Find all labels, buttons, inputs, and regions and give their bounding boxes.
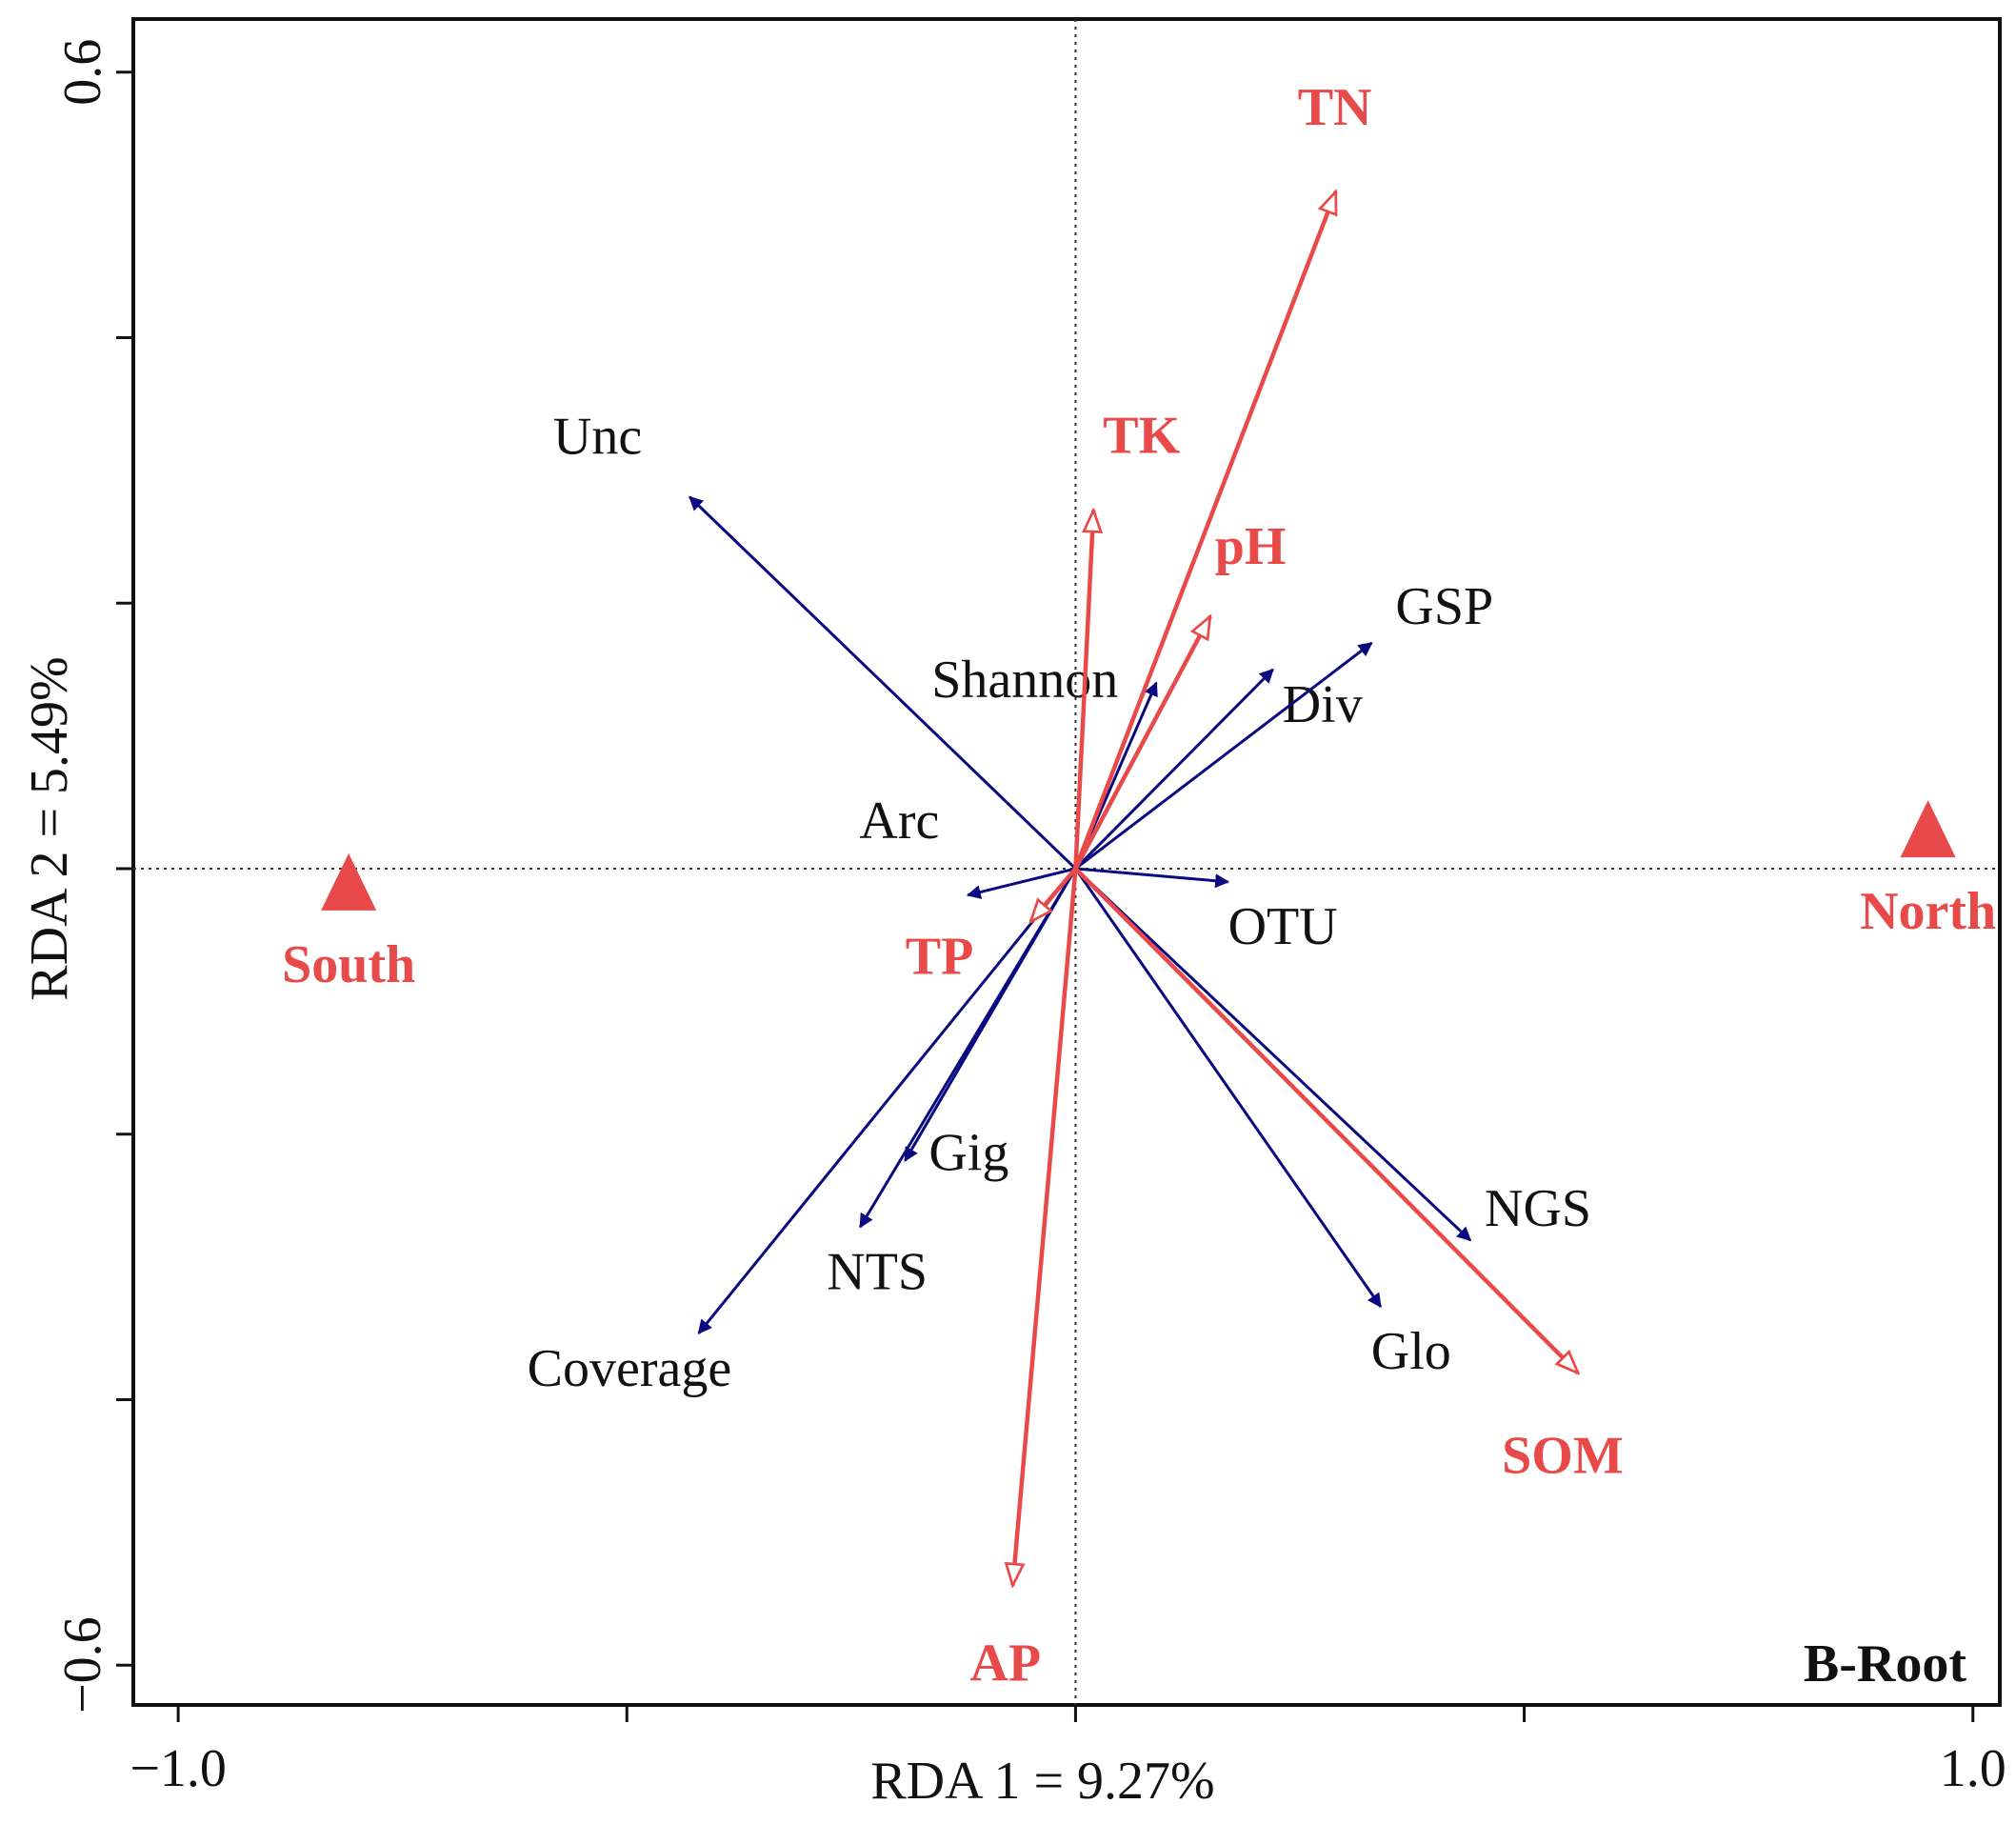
explanatory-label-som: SOM	[1502, 1427, 1624, 1486]
response-arrow-coverage	[697, 868, 1077, 1334]
site-label-north: North	[1860, 882, 1996, 941]
response-arrow-div	[1074, 668, 1274, 871]
explanatory-arrow-som	[1073, 867, 1578, 1373]
response-label-gig: Gig	[928, 1124, 1008, 1183]
axis-ticks: −1.0 1.0 −0.6 0.6	[53, 39, 2006, 1798]
response-arrow-arc	[966, 867, 1076, 899]
explanatory-arrow-tp	[1030, 867, 1078, 922]
site-markers: South North	[282, 800, 1996, 994]
response-label-arc: Arc	[859, 792, 939, 851]
response-arrow-nts	[858, 868, 1077, 1229]
response-arrow-unc	[689, 495, 1077, 871]
explanatory-arrow-tn	[1073, 191, 1338, 870]
response-label-div: Div	[1283, 675, 1363, 734]
explanatory-arrow-ph	[1073, 616, 1212, 871]
x-axis-label: RDA 1 = 9.27%	[870, 1752, 1214, 1811]
response-arrow-gsp	[1074, 641, 1373, 871]
explanatory-label-ap: AP	[969, 1634, 1041, 1694]
response-label-nts: NTS	[827, 1242, 928, 1301]
response-label-coverage: Coverage	[528, 1339, 732, 1398]
response-label-unc: Unc	[553, 408, 642, 467]
response-label-glo: Glo	[1371, 1322, 1451, 1381]
explanatory-label-tn: TN	[1298, 78, 1372, 137]
response-arrow-otu	[1075, 867, 1230, 889]
explanatory-arrow-ap	[1012, 868, 1078, 1586]
explanatory-label-tp: TP	[906, 928, 974, 987]
panel-label: B-Root	[1804, 1634, 1966, 1694]
plot-frame	[131, 17, 2002, 1707]
response-arrow-glo	[1074, 868, 1383, 1309]
y-axis-label: RDA 2 = 5.49%	[20, 656, 79, 1000]
explanatory-arrows: TN TK pH TP AP SOM	[906, 78, 1624, 1693]
y-tick-label: 0.6	[53, 39, 112, 106]
site-label-south: South	[282, 935, 415, 994]
response-label-ngs: NGS	[1485, 1179, 1591, 1238]
reference-lines	[133, 19, 2000, 1705]
response-label-gsp: GSP	[1395, 577, 1493, 636]
x-tick-label: −1.0	[130, 1739, 227, 1798]
y-tick-label: −0.6	[53, 1616, 112, 1714]
response-label-otu: OTU	[1228, 897, 1338, 956]
response-arrow-ngs	[1074, 867, 1472, 1242]
explanatory-arrow-tk	[1073, 511, 1093, 870]
explanatory-label-tk: TK	[1103, 407, 1180, 466]
explanatory-label-ph: pH	[1215, 517, 1287, 576]
x-tick-label: 1.0	[1940, 1739, 2006, 1798]
site-marker-north	[1900, 800, 1956, 858]
site-marker-south	[321, 852, 377, 911]
response-label-shannon: Shannon	[931, 651, 1118, 710]
